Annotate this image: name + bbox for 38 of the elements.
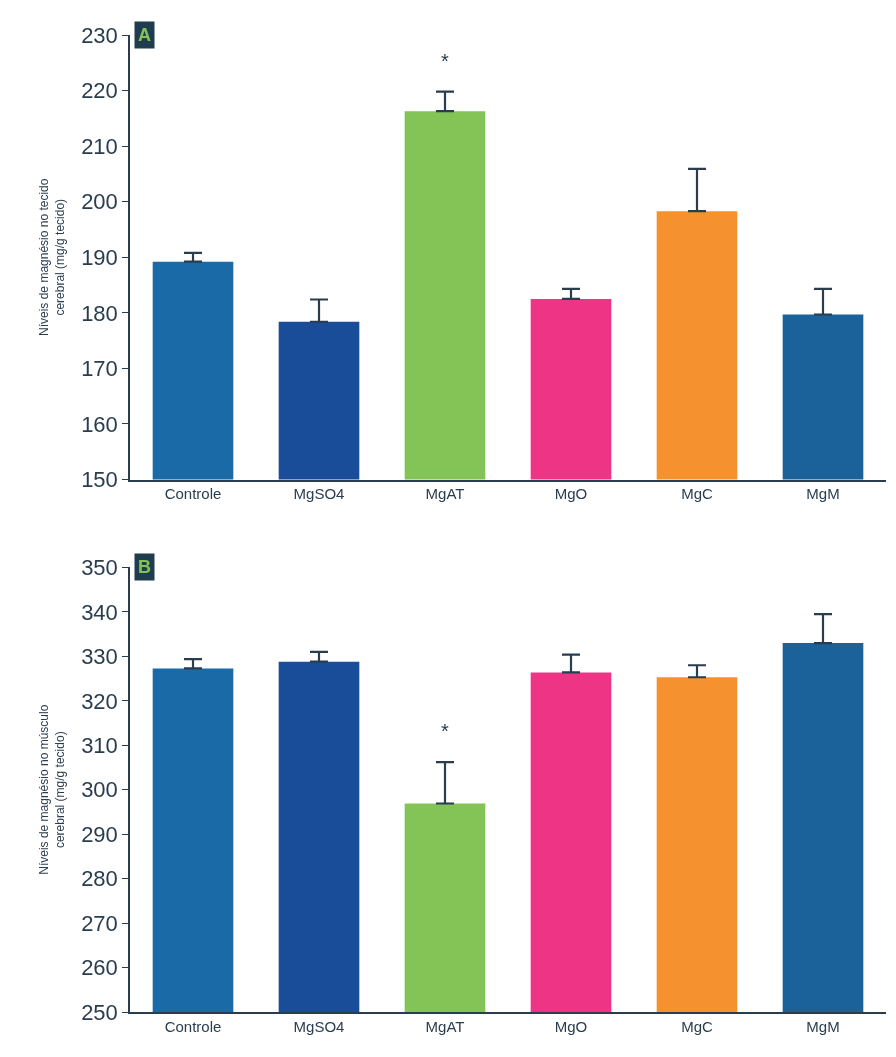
- x-tick-label: MgO: [554, 485, 588, 503]
- annotation: A: [138, 25, 151, 45]
- y-tick-label: 310: [81, 732, 118, 758]
- y-axis-title: Níveis de magnésio no músculo cerebral (mg/g tecido): [37, 704, 67, 875]
- y-tick-label: 270: [81, 910, 118, 936]
- x-tick-label: MgAT: [425, 485, 465, 503]
- y-tick-label: 340: [81, 599, 118, 625]
- y-tick-label: 250: [81, 999, 118, 1025]
- y-tick-label: 300: [81, 777, 118, 803]
- y-tick-label: 220: [81, 78, 118, 104]
- x-tick-label: MgM: [806, 1017, 840, 1035]
- x-tick-label: MgSO4: [293, 1017, 345, 1035]
- y-tick-label: 210: [81, 133, 118, 159]
- y-tick-label: 170: [81, 356, 118, 382]
- y-tick-label: 230: [81, 22, 118, 48]
- x-tick-label: MgO: [554, 1017, 588, 1035]
- y-tick-label: 330: [81, 644, 118, 670]
- y-tick-label: 320: [81, 688, 118, 714]
- y-tick-label: 190: [81, 244, 118, 270]
- y-tick-label: 160: [81, 411, 118, 437]
- x-tick-label: Controle: [164, 1017, 222, 1035]
- x-tick-label: MgC: [681, 1017, 713, 1035]
- y-tick-label: 200: [81, 189, 118, 215]
- x-tick-label: MgM: [806, 485, 840, 503]
- annotation: *: [441, 720, 449, 742]
- annotation: B: [138, 557, 151, 577]
- y-tick-label: 290: [81, 821, 118, 847]
- x-tick-label: Controle: [164, 485, 222, 503]
- annotation: *: [441, 50, 449, 72]
- x-tick-label: MgAT: [425, 1017, 465, 1035]
- x-tick-label: MgC: [681, 485, 713, 503]
- x-tick-label: MgSO4: [293, 485, 345, 503]
- y-tick-label: 350: [81, 555, 118, 581]
- y-axis-title: Níveis de magnésio no tecido cerebral (mg/g tecido): [37, 178, 67, 336]
- y-tick-label: 150: [81, 467, 118, 493]
- y-tick-label: 180: [81, 300, 118, 326]
- y-tick-label: 280: [81, 866, 118, 892]
- y-tick-label: 260: [81, 955, 118, 981]
